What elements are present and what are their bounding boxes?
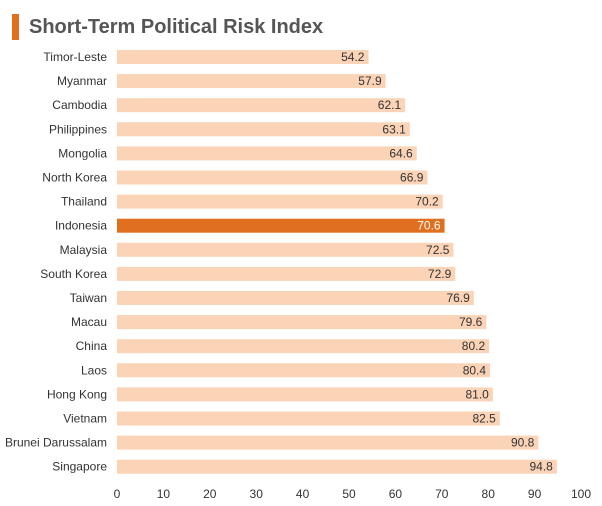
bar <box>117 435 539 450</box>
category-label: Mongolia <box>58 146 107 160</box>
data-label: 72.5 <box>426 243 450 257</box>
data-label: 80.4 <box>463 363 487 377</box>
category-label: Taiwan <box>70 291 107 305</box>
bar <box>117 291 474 305</box>
data-label: 90.8 <box>511 436 535 450</box>
x-tick-label: 80 <box>482 487 496 501</box>
category-label: China <box>76 339 108 353</box>
data-label: 82.5 <box>472 412 496 426</box>
category-label: Macau <box>71 315 107 329</box>
bar <box>117 242 454 257</box>
category-label: Philippines <box>49 122 107 136</box>
data-label: 64.6 <box>389 146 413 160</box>
category-label: Malaysia <box>60 243 108 257</box>
bar <box>117 459 557 474</box>
x-tick-label: 60 <box>389 487 403 501</box>
category-label: Myanmar <box>57 74 107 88</box>
x-tick-label: 40 <box>296 487 310 501</box>
bar <box>117 170 428 185</box>
category-label: North Korea <box>42 171 107 185</box>
x-tick-label: 70 <box>435 487 449 501</box>
bar <box>117 315 487 330</box>
x-tick-label: 100 <box>571 487 591 501</box>
x-tick-label: 0 <box>114 487 121 501</box>
data-label: 54.2 <box>341 50 365 64</box>
category-label: Thailand <box>61 195 107 209</box>
bar <box>117 50 369 64</box>
bar <box>117 98 406 113</box>
bar <box>117 194 443 209</box>
category-label: Indonesia <box>55 219 107 233</box>
category-label: Cambodia <box>52 98 107 112</box>
chart-title-group: Short-Term Political Risk Index <box>12 12 323 42</box>
data-label: 57.9 <box>358 74 382 88</box>
category-label: Timor-Leste <box>43 50 107 64</box>
bar <box>117 122 410 137</box>
category-label: Laos <box>81 363 107 377</box>
bar <box>117 411 500 426</box>
x-tick-label: 10 <box>157 487 171 501</box>
data-label: 66.9 <box>400 171 424 185</box>
category-label: Hong Kong <box>47 387 107 401</box>
data-label: 94.8 <box>530 460 554 474</box>
category-label: South Korea <box>40 267 107 281</box>
bar <box>117 363 491 378</box>
x-tick-label: 50 <box>342 487 356 501</box>
data-label: 70.6 <box>417 219 441 233</box>
x-tick-label: 20 <box>203 487 217 501</box>
data-label: 63.1 <box>382 122 406 136</box>
data-label: 70.2 <box>415 195 439 209</box>
title-accent-bar <box>12 14 19 40</box>
bar <box>117 74 386 89</box>
data-label: 80.2 <box>462 339 486 353</box>
category-label: Singapore <box>52 460 107 474</box>
data-label: 62.1 <box>378 98 402 112</box>
bar <box>117 387 493 402</box>
data-label: 72.9 <box>428 267 452 281</box>
bar <box>117 339 490 354</box>
data-label: 81.0 <box>465 387 489 401</box>
chart-title: Short-Term Political Risk Index <box>29 15 324 38</box>
data-label: 76.9 <box>446 291 470 305</box>
x-tick-label: 90 <box>528 487 542 501</box>
bar <box>117 266 456 281</box>
bar <box>117 146 417 161</box>
category-label: Vietnam <box>63 412 107 426</box>
x-tick-label: 30 <box>250 487 264 501</box>
bar-highlight <box>117 218 445 233</box>
category-label: Brunei Darussalam <box>5 436 107 450</box>
data-label: 79.6 <box>459 315 483 329</box>
